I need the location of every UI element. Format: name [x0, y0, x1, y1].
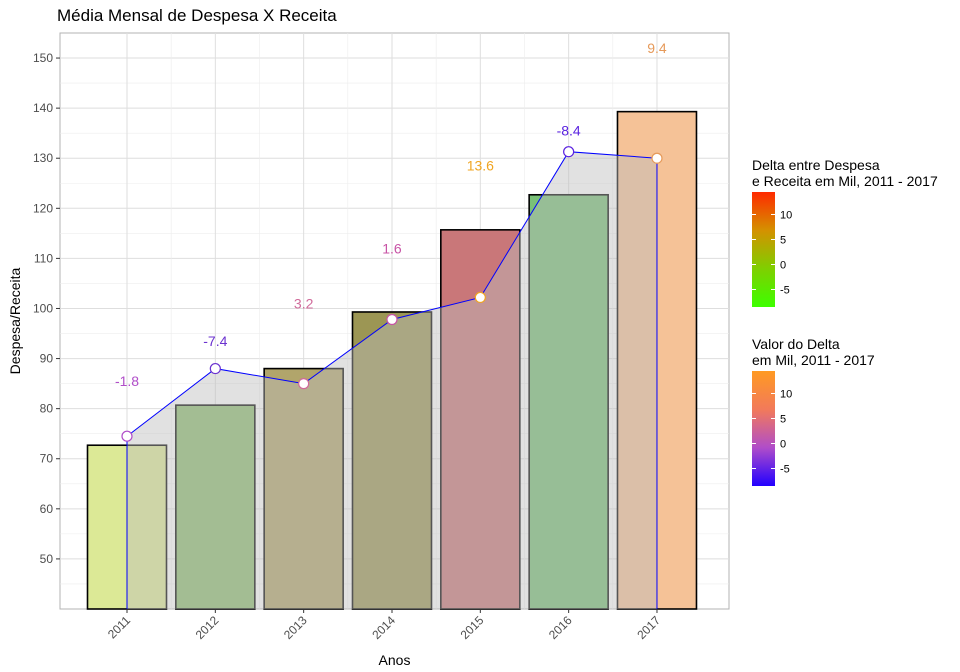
legend-tick-label: -5 [780, 464, 790, 476]
y-tick-label: 60 [40, 502, 54, 516]
x-axis-title: Anos [379, 652, 411, 668]
delta-label-2013: 3.2 [294, 295, 314, 311]
legend-tick-label: 10 [780, 389, 792, 401]
legend-title-1: Delta entre Despesa [752, 157, 880, 173]
x-tick-label: 2013 [281, 613, 310, 642]
legend-tick-label: 5 [780, 414, 786, 426]
bar-2014 [351, 311, 433, 610]
x-tick-label: 2015 [458, 613, 487, 642]
chart-title: Média Mensal de Despesa X Receita [57, 6, 337, 25]
bar-2012 [175, 404, 256, 610]
y-tick-label: 80 [40, 402, 54, 416]
bar-2013 [263, 367, 344, 610]
legend-colorbar-2 [752, 371, 775, 486]
delta-label-2014: 1.6 [382, 240, 402, 256]
point-2017 [651, 152, 663, 164]
x-tick-label: 2014 [369, 613, 398, 642]
y-tick-label: 130 [33, 151, 53, 165]
y-tick-label: 50 [40, 552, 54, 566]
y-tick-label: 120 [33, 201, 53, 215]
legend-tick-label: 5 [780, 235, 786, 247]
y-tick-label: 90 [40, 352, 54, 366]
y-axis-title: Despesa/Receita [7, 267, 23, 374]
legend-tick-label: 0 [780, 439, 786, 451]
delta-label-2015: 13.6 [467, 158, 494, 174]
legend-title-2: em Mil, 2011 - 2017 [752, 352, 875, 368]
x-tick-label: 2016 [546, 613, 575, 642]
y-tick-label: 70 [40, 452, 54, 466]
y-tick-label: 100 [33, 301, 53, 315]
point-2011 [121, 430, 133, 442]
point-2016 [563, 146, 575, 158]
delta-label-2016: -8.4 [557, 123, 581, 139]
legend-colorbar-1 [752, 192, 775, 307]
y-tick-label: 110 [34, 251, 53, 265]
bar-2016 [528, 193, 609, 610]
point-2013 [298, 378, 310, 390]
line-area [127, 151, 657, 609]
point-2015 [474, 291, 486, 304]
x-tick-label: 2011 [105, 613, 133, 641]
delta-label-2017: 9.4 [647, 40, 667, 56]
delta-label-2012: -7.4 [203, 333, 227, 349]
legend-tick-label: 0 [780, 260, 786, 272]
x-tick-label: 2012 [193, 613, 222, 642]
point-2012 [209, 362, 221, 375]
legend-title-2: Valor do Delta [752, 336, 840, 352]
legend-tick-label: -5 [780, 285, 790, 297]
legend-title-1: e Receita em Mil, 2011 - 2017 [752, 173, 938, 189]
y-tick-label: 150 [33, 51, 53, 65]
point-2014 [386, 313, 398, 326]
x-tick-label: 2017 [634, 613, 663, 642]
legend-tick-label: 10 [780, 210, 792, 222]
delta-label-2011: -1.8 [115, 373, 139, 389]
y-tick-label: 140 [33, 101, 53, 115]
